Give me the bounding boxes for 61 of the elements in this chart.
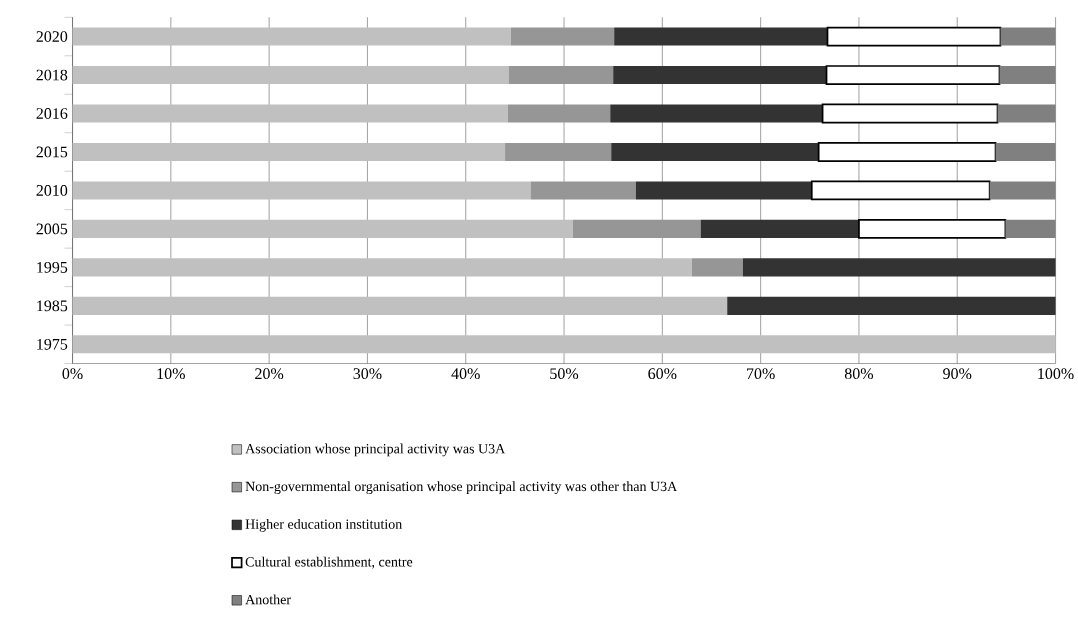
bar [72,27,511,46]
bar [989,181,1056,200]
bar [508,104,611,123]
bar [826,26,1002,47]
x-tick-label: 20% [255,368,284,380]
bar [72,104,509,123]
bar [72,66,509,85]
x-tick-label: 60% [648,368,677,380]
legend-label: Association whose principal activity was U3A [245,443,506,457]
bar [817,142,997,162]
legend-label: Another [245,594,291,605]
bar [997,104,1056,123]
bar [610,104,823,123]
bar [821,103,999,124]
x-tick-label: 40% [451,368,480,380]
bar [72,296,728,315]
y-tick-label: 1995 [37,261,68,273]
bar [72,335,1056,354]
bar [72,258,692,277]
bar [999,66,1056,85]
bar [72,142,506,162]
y-tick-label: 2015 [36,146,68,158]
x-tick-label: 30% [353,368,382,380]
x-tick-label: 50% [550,368,579,380]
legend-label: Non-governmental organisation whose principal activity was other than U3A [245,481,678,495]
bar [727,296,1056,315]
bar [505,142,612,162]
bar [742,258,1056,277]
bar [572,219,701,238]
bar [72,219,573,238]
x-tick-label: 10% [157,368,185,380]
bar [810,180,991,201]
y-tick-label: 2016 [36,108,68,119]
x-tick-label: 80% [844,368,874,380]
bar [510,27,615,46]
bar [700,219,859,238]
bar [858,219,1007,239]
bar [691,258,743,277]
x-tick-label: 90% [943,368,972,380]
bar [995,142,1056,162]
x-tick-label: 0% [62,368,83,380]
y-tick-label: 2018 [36,69,68,81]
bar [635,181,812,200]
x-tick-label: 70% [747,368,775,380]
bar [72,181,531,200]
y-tick-label: 2020 [36,31,68,42]
bar [825,65,1001,85]
x-tick-label: 100% [1038,368,1074,380]
legend-label: Higher education institution [245,519,402,532]
bar [530,181,636,200]
y-tick-label: 1985 [37,300,68,312]
y-tick-label: 2010 [36,185,68,196]
bar [1000,27,1056,46]
bar [508,66,614,85]
bar [614,27,828,46]
bar [613,66,827,85]
y-tick-label: 1975 [37,338,68,350]
y-tick-label: 2005 [36,223,68,235]
bar [1005,219,1056,238]
bar [611,142,819,162]
legend-label: Cultural establishment, centre [245,556,413,569]
